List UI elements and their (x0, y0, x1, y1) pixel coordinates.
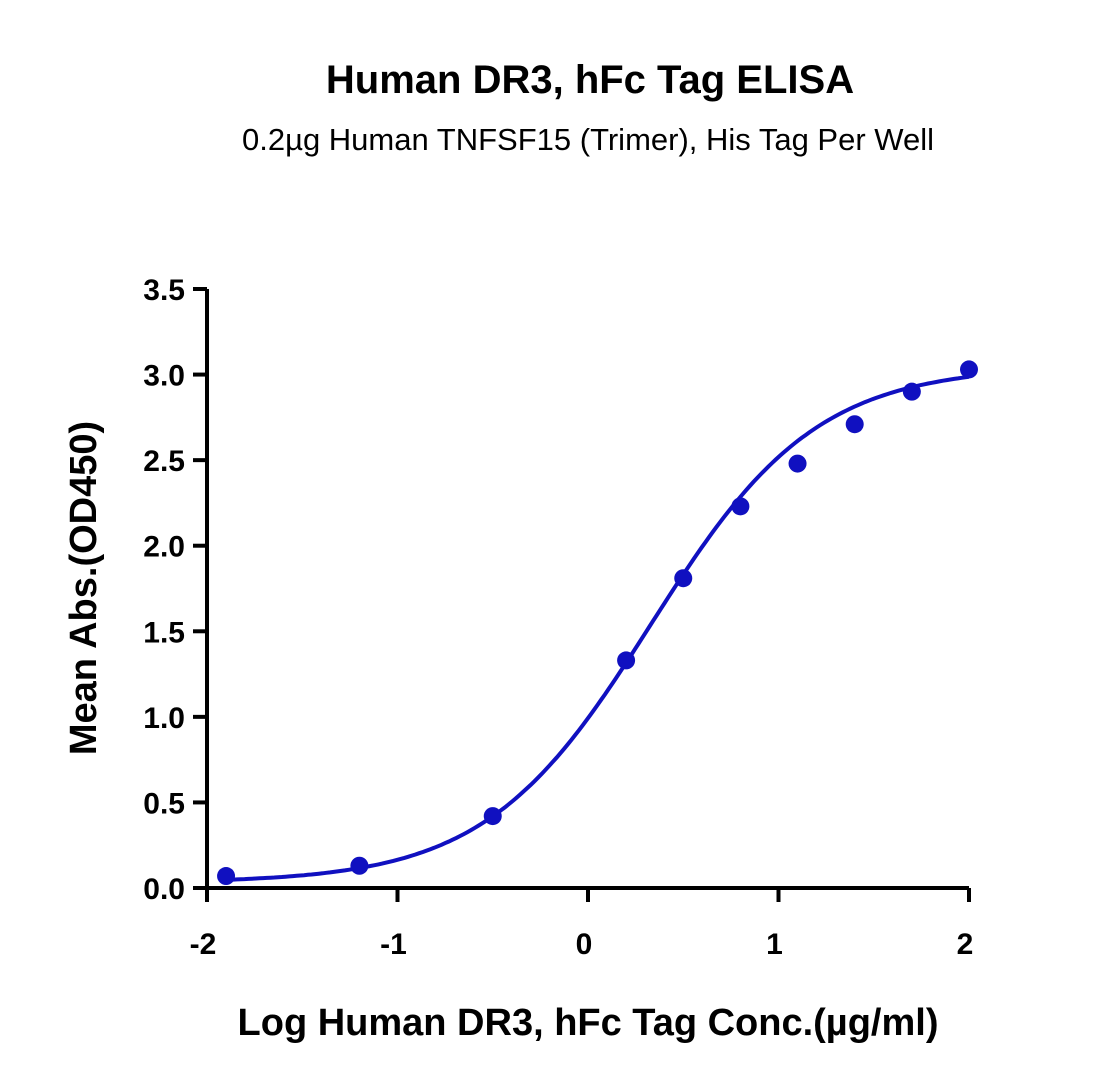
data-point (483, 807, 502, 826)
y-tick-label: 0.0 (143, 873, 185, 906)
data-point (788, 454, 807, 473)
axes: 0.0 0.5 1.0 1.5 2.0 2.5 3.0 3.5 -2 -1 0 1 2 (143, 274, 973, 961)
x-tick-label: 0 (576, 928, 593, 961)
x-tick-label: 2 (957, 928, 974, 961)
y-tick-label: 2.5 (143, 445, 185, 478)
x-axis-label: Log Human DR3, hFc Tag Conc.(µg/ml) (238, 1002, 939, 1044)
data-point (217, 867, 236, 886)
data-point (350, 856, 369, 875)
y-axis-label: Mean Abs.(OD450) (63, 421, 105, 755)
data-point (960, 360, 978, 379)
x-tick-label: -1 (380, 928, 407, 961)
y-tick-label: 1.5 (143, 616, 185, 649)
y-tick-label: 3.0 (143, 360, 185, 393)
data-points (217, 360, 978, 886)
chart-subtitle: 0.2µg Human TNFSF15 (Trimer), His Tag Pe… (242, 122, 934, 157)
y-tick-label: 1.0 (143, 702, 185, 735)
x-tick-label: -2 (190, 928, 217, 961)
data-point (731, 497, 750, 516)
y-tick-label: 2.0 (143, 531, 185, 564)
data-point (845, 415, 864, 434)
y-tick-label: 0.5 (143, 787, 185, 820)
data-point (902, 382, 921, 401)
data-point (674, 569, 693, 588)
y-tick-label: 3.5 (143, 274, 185, 307)
data-point (617, 651, 636, 670)
chart-title: Human DR3, hFc Tag ELISA (326, 58, 854, 102)
fit-curve (226, 374, 970, 882)
x-tick-label: 1 (766, 928, 783, 961)
